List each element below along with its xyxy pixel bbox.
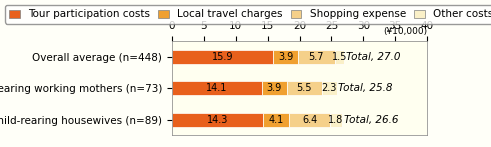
Text: Total, 27.0: Total, 27.0	[346, 52, 401, 62]
Bar	[263, 112, 289, 127]
Bar	[298, 50, 335, 64]
Text: 15.9: 15.9	[212, 52, 233, 62]
Text: 3.9: 3.9	[267, 83, 282, 93]
Text: 14.1: 14.1	[206, 83, 227, 93]
Bar	[335, 50, 344, 64]
Text: 5.7: 5.7	[309, 52, 324, 62]
Bar	[172, 81, 262, 95]
Bar	[172, 50, 273, 64]
Bar	[322, 81, 336, 95]
Bar	[289, 112, 330, 127]
Text: 6.4: 6.4	[302, 115, 317, 125]
Text: 1.8: 1.8	[328, 115, 344, 125]
Text: 3.9: 3.9	[278, 52, 294, 62]
Text: 5.5: 5.5	[297, 83, 312, 93]
Bar	[330, 112, 342, 127]
Bar	[262, 81, 287, 95]
Text: 1.5: 1.5	[332, 52, 347, 62]
Text: Total, 25.8: Total, 25.8	[338, 83, 393, 93]
Bar	[172, 112, 263, 127]
Bar	[273, 50, 298, 64]
Bar	[287, 81, 322, 95]
Text: Total, 26.6: Total, 26.6	[344, 115, 398, 125]
Text: 14.3: 14.3	[207, 115, 228, 125]
Text: (¥10,000): (¥10,000)	[383, 27, 427, 36]
Text: 2.3: 2.3	[322, 83, 337, 93]
Legend: Tour participation costs, Local travel charges, Shopping expense, Other costs: Tour participation costs, Local travel c…	[5, 5, 491, 24]
Text: 4.1: 4.1	[269, 115, 284, 125]
